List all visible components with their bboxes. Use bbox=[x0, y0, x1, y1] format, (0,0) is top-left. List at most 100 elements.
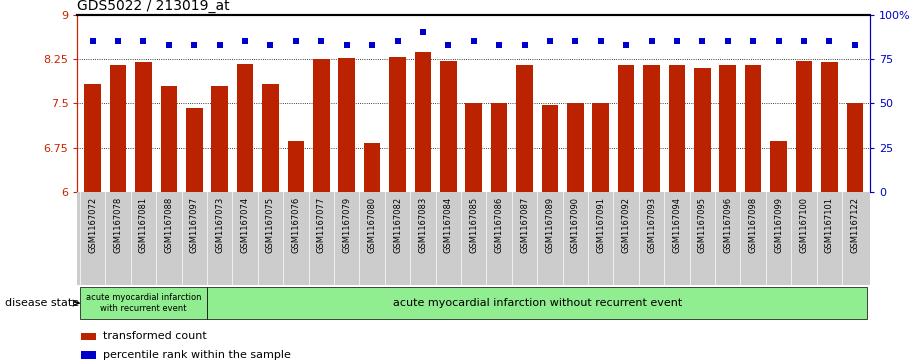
Text: GSM1167078: GSM1167078 bbox=[114, 197, 123, 253]
Point bbox=[593, 38, 608, 44]
Point bbox=[543, 38, 558, 44]
Text: GSM1167075: GSM1167075 bbox=[266, 197, 275, 253]
Bar bbox=[110, 65, 127, 192]
Text: GSM1167086: GSM1167086 bbox=[495, 197, 504, 253]
Text: GSM1167083: GSM1167083 bbox=[418, 197, 427, 253]
Bar bbox=[643, 65, 660, 192]
Bar bbox=[389, 57, 405, 192]
Bar bbox=[720, 65, 736, 192]
Bar bbox=[80, 287, 207, 319]
Point bbox=[517, 42, 532, 48]
Point bbox=[364, 42, 379, 48]
Bar bbox=[745, 65, 762, 192]
Text: GSM1167077: GSM1167077 bbox=[317, 197, 326, 253]
Bar bbox=[339, 58, 355, 192]
Text: GSM1167076: GSM1167076 bbox=[292, 197, 301, 253]
Point bbox=[161, 42, 176, 48]
Bar bbox=[262, 85, 279, 192]
Bar bbox=[821, 62, 837, 192]
Text: GSM1167080: GSM1167080 bbox=[368, 197, 376, 253]
Bar bbox=[491, 103, 507, 192]
Text: GSM1167072: GSM1167072 bbox=[88, 197, 97, 253]
Point bbox=[772, 38, 786, 44]
Text: GSM1167096: GSM1167096 bbox=[723, 197, 732, 253]
Point bbox=[670, 38, 684, 44]
Bar bbox=[846, 103, 863, 192]
Bar bbox=[288, 141, 304, 192]
Text: GSM1167101: GSM1167101 bbox=[824, 197, 834, 253]
Bar bbox=[795, 61, 813, 192]
Bar bbox=[207, 287, 867, 319]
Bar bbox=[517, 65, 533, 192]
Bar bbox=[135, 62, 152, 192]
Point bbox=[721, 38, 735, 44]
Bar bbox=[592, 103, 609, 192]
Text: GSM1167091: GSM1167091 bbox=[596, 197, 605, 253]
Bar bbox=[440, 61, 456, 192]
Bar bbox=[771, 141, 787, 192]
Point bbox=[238, 38, 252, 44]
Text: GSM1167090: GSM1167090 bbox=[571, 197, 579, 253]
Bar bbox=[81, 351, 96, 359]
Text: acute myocardial infarction
with recurrent event: acute myocardial infarction with recurre… bbox=[86, 293, 201, 313]
Text: GSM1167100: GSM1167100 bbox=[800, 197, 808, 253]
Point bbox=[314, 38, 329, 44]
Bar bbox=[542, 105, 558, 192]
Bar bbox=[415, 53, 431, 192]
Text: GSM1167122: GSM1167122 bbox=[850, 197, 859, 253]
Bar bbox=[211, 86, 228, 192]
Text: GDS5022 / 213019_at: GDS5022 / 213019_at bbox=[77, 0, 230, 13]
Point bbox=[111, 38, 126, 44]
Text: GSM1167093: GSM1167093 bbox=[647, 197, 656, 253]
Bar bbox=[567, 103, 584, 192]
Point bbox=[441, 42, 456, 48]
Point bbox=[289, 38, 303, 44]
Bar bbox=[363, 143, 381, 192]
Point bbox=[796, 38, 811, 44]
Bar bbox=[313, 59, 330, 192]
Text: GSM1167092: GSM1167092 bbox=[621, 197, 630, 253]
Text: GSM1167097: GSM1167097 bbox=[189, 197, 199, 253]
Point bbox=[466, 38, 481, 44]
Text: percentile rank within the sample: percentile rank within the sample bbox=[103, 350, 291, 360]
Point bbox=[644, 38, 659, 44]
Text: GSM1167079: GSM1167079 bbox=[343, 197, 352, 253]
Text: GSM1167082: GSM1167082 bbox=[393, 197, 402, 253]
Point bbox=[568, 38, 583, 44]
Point bbox=[340, 42, 354, 48]
Text: GSM1167094: GSM1167094 bbox=[672, 197, 681, 253]
Text: GSM1167087: GSM1167087 bbox=[520, 197, 529, 253]
Text: GSM1167095: GSM1167095 bbox=[698, 197, 707, 253]
Bar bbox=[669, 65, 685, 192]
Point bbox=[847, 42, 862, 48]
Bar bbox=[694, 68, 711, 192]
Point bbox=[415, 29, 430, 35]
Text: GSM1167098: GSM1167098 bbox=[749, 197, 758, 253]
Text: GSM1167099: GSM1167099 bbox=[774, 197, 783, 253]
Text: acute myocardial infarction without recurrent event: acute myocardial infarction without recu… bbox=[393, 298, 681, 308]
Bar bbox=[237, 64, 253, 192]
Text: GSM1167081: GSM1167081 bbox=[139, 197, 148, 253]
Text: GSM1167089: GSM1167089 bbox=[546, 197, 555, 253]
Point bbox=[263, 42, 278, 48]
Text: GSM1167073: GSM1167073 bbox=[215, 197, 224, 253]
Bar bbox=[618, 65, 634, 192]
Bar bbox=[466, 103, 482, 192]
Bar bbox=[160, 86, 177, 192]
Text: GSM1167085: GSM1167085 bbox=[469, 197, 478, 253]
Text: GSM1167074: GSM1167074 bbox=[241, 197, 250, 253]
Text: GSM1167084: GSM1167084 bbox=[444, 197, 453, 253]
Text: disease state: disease state bbox=[5, 298, 78, 308]
Bar bbox=[186, 108, 202, 192]
Point bbox=[822, 38, 836, 44]
Bar bbox=[81, 333, 96, 340]
Point bbox=[619, 42, 633, 48]
Point bbox=[86, 38, 100, 44]
Bar bbox=[85, 85, 101, 192]
Point bbox=[746, 38, 761, 44]
Point bbox=[187, 42, 201, 48]
Text: transformed count: transformed count bbox=[103, 331, 207, 341]
Point bbox=[212, 42, 227, 48]
Text: GSM1167088: GSM1167088 bbox=[164, 197, 173, 253]
Point bbox=[695, 38, 710, 44]
